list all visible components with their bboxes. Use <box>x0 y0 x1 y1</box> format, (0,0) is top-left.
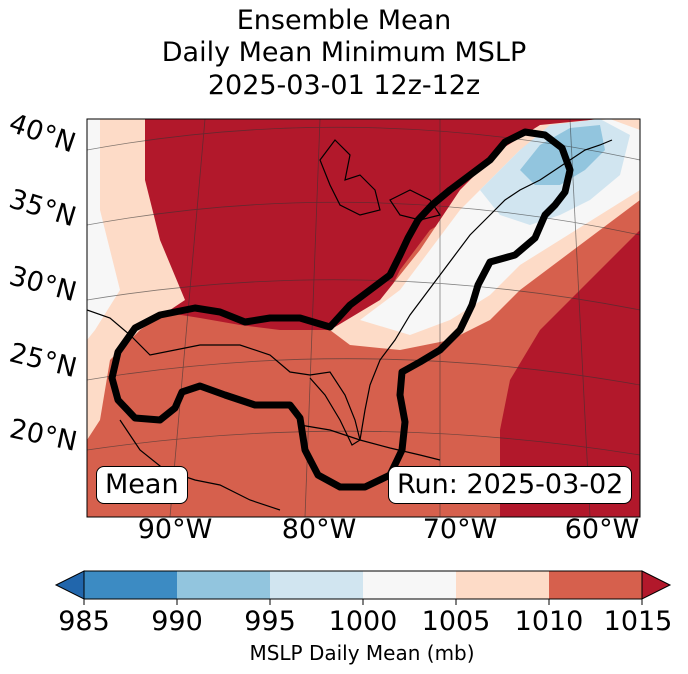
colorbar-label: MSLP Daily Mean (mb) <box>249 641 475 665</box>
run-date-label-box: Run: 2025-03-02 <box>388 466 633 504</box>
title-line-1: Ensemble Mean <box>236 5 452 36</box>
lon-label-70w: 70°W <box>422 514 498 545</box>
colorbar-1005-1010 <box>456 571 549 599</box>
colorbar-tick-990: 990 <box>151 606 203 637</box>
ensemble-contour-outline <box>108 128 574 491</box>
lon-label-80w: 80°W <box>281 514 357 545</box>
colorbar-tick-1005: 1005 <box>421 606 491 637</box>
field-above-1015-ocean <box>500 230 640 517</box>
map-frame <box>86 118 641 518</box>
coastlines <box>87 139 613 511</box>
mean-label-box: Mean <box>96 466 188 504</box>
title-line-3: 2025-03-01 12z-12z <box>207 70 481 101</box>
colorbar-tick-1015: 1015 <box>603 606 673 637</box>
colorbar-ticks <box>83 599 643 605</box>
colorbar-1010-1015 <box>549 571 642 599</box>
colorbar-tick-995: 995 <box>244 606 296 637</box>
colorbar-985-990 <box>84 571 177 599</box>
lon-label-60w: 60°W <box>564 514 640 545</box>
title-line-2: Daily Mean Minimum MSLP <box>161 37 527 68</box>
colorbar-extend-high <box>641 570 672 600</box>
lon-label-90w: 90°W <box>137 514 213 545</box>
colorbar-1000-1005 <box>363 571 456 599</box>
field-1005-1010-west <box>87 119 185 440</box>
colorbar-tick-1000: 1000 <box>328 606 398 637</box>
field-1000-1005-west <box>87 119 120 340</box>
colorbar-990-995 <box>177 571 270 599</box>
colorbar-tick-985: 985 <box>58 606 110 637</box>
colorbar-995-1000 <box>270 571 363 599</box>
colorbar-extend-low <box>54 570 85 600</box>
colorbar-tick-1010: 1010 <box>514 606 584 637</box>
